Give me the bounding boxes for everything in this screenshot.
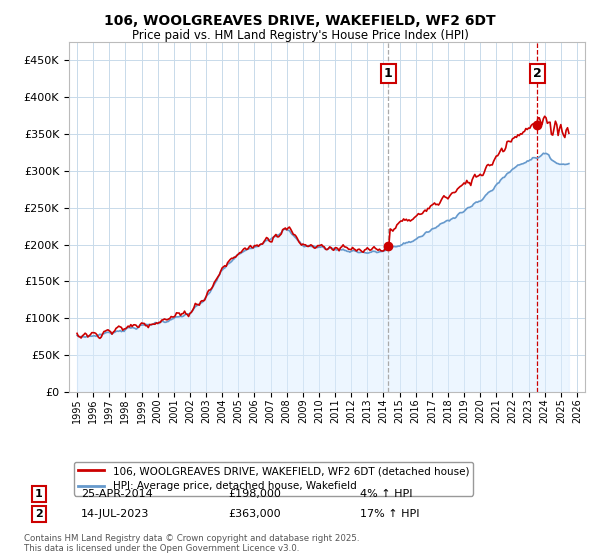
Text: 2: 2 [533,67,542,80]
Text: Contains HM Land Registry data © Crown copyright and database right 2025.
This d: Contains HM Land Registry data © Crown c… [24,534,359,553]
Text: 1: 1 [35,489,43,499]
Text: 106, WOOLGREAVES DRIVE, WAKEFIELD, WF2 6DT: 106, WOOLGREAVES DRIVE, WAKEFIELD, WF2 6… [104,14,496,28]
Text: 1: 1 [384,67,392,80]
Text: 4% ↑ HPI: 4% ↑ HPI [360,489,413,499]
Text: 14-JUL-2023: 14-JUL-2023 [81,509,149,519]
Text: 2: 2 [35,509,43,519]
Text: 17% ↑ HPI: 17% ↑ HPI [360,509,419,519]
Text: £363,000: £363,000 [228,509,281,519]
Text: £198,000: £198,000 [228,489,281,499]
Legend: 106, WOOLGREAVES DRIVE, WAKEFIELD, WF2 6DT (detached house), HPI: Average price,: 106, WOOLGREAVES DRIVE, WAKEFIELD, WF2 6… [74,462,473,496]
Text: 25-APR-2014: 25-APR-2014 [81,489,153,499]
Text: Price paid vs. HM Land Registry's House Price Index (HPI): Price paid vs. HM Land Registry's House … [131,29,469,42]
